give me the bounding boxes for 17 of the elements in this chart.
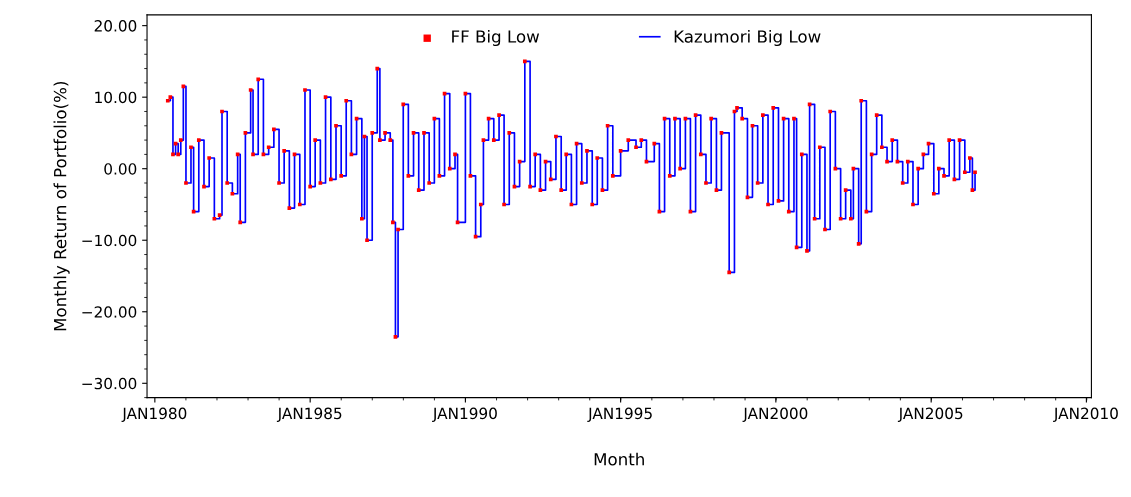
x-tick-label: JAN1985 [276, 407, 342, 422]
x-tick-label: JAN2005 [897, 407, 963, 422]
y-tick-label: −10.00 [82, 234, 137, 247]
y-tick-label: −20.00 [82, 306, 137, 318]
y-tick-label: −30.00 [82, 377, 137, 390]
x-tick-label: JAN2010 [1053, 407, 1118, 422]
legend-label: FF Big Low [452, 29, 540, 47]
y-tick-label: 0.00 [104, 163, 137, 175]
x-axis-title: Month [594, 452, 644, 466]
x-tick-label: JAN1980 [121, 407, 187, 422]
x-tick-label: JAN1990 [432, 407, 497, 422]
x-tick-label: JAN2000 [742, 407, 808, 422]
y-tick-label: 10.00 [95, 91, 137, 104]
y-axis-title: Monthly Return of Portfolio(%) [53, 81, 70, 331]
x-tick-label: JAN1995 [587, 407, 652, 422]
legend-label: Kazumori Big Low [674, 29, 821, 47]
y-tick-label: 20.00 [94, 20, 137, 32]
